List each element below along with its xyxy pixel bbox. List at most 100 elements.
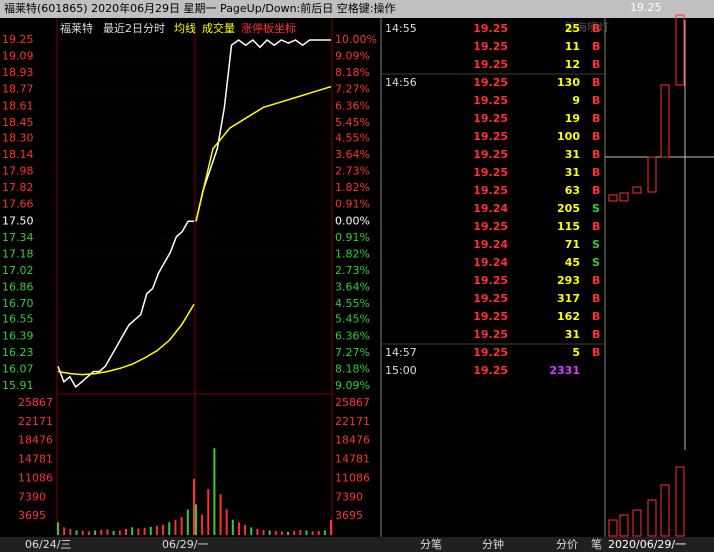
date-label: 06/24/三	[25, 538, 71, 551]
title-bar	[0, 0, 714, 18]
tick-side: B	[592, 220, 600, 233]
tick-price: 19.24	[473, 256, 508, 269]
price-label: 19.25	[2, 33, 34, 46]
pct-label: 1.82%	[335, 181, 370, 194]
tick-time: 14:57	[385, 346, 417, 359]
bottom-bar	[0, 537, 714, 552]
legend-name: 福莱特	[60, 21, 93, 35]
volume-label: 7390	[335, 490, 363, 503]
volume-label: 25867	[335, 396, 370, 409]
tick-volume: 317	[557, 292, 580, 305]
tab[interactable]: 分钟	[482, 537, 504, 551]
tick-side: B	[592, 76, 600, 89]
price-label: 17.34	[2, 231, 34, 244]
volume-label: 14781	[335, 453, 370, 466]
price-label: 16.23	[2, 346, 34, 359]
volume-label: 11086	[335, 471, 370, 484]
pct-label: 0.91%	[335, 231, 370, 244]
mini-high: 19.25	[630, 1, 662, 14]
price-label: 18.93	[2, 66, 34, 79]
mini-date: 2020/06/29/一	[608, 538, 686, 551]
price-label: 16.39	[2, 329, 34, 342]
price-label: 15.91	[2, 379, 34, 392]
price-label: 16.86	[2, 281, 34, 294]
tick-volume: 162	[557, 310, 580, 323]
legend-limit: 涨停板坐标	[241, 21, 296, 35]
pct-label: 9.09%	[335, 379, 370, 392]
price-label: 17.82	[2, 181, 34, 194]
volume-label: 18476	[18, 434, 53, 447]
tick-volume: 130	[557, 76, 580, 89]
price-label: 17.18	[2, 247, 34, 260]
price-label: 18.77	[2, 83, 34, 96]
pct-label: 0.00%	[335, 214, 370, 227]
pct-label: 6.36%	[335, 329, 370, 342]
price-line	[195, 39, 331, 222]
pct-label: 2.73%	[335, 264, 370, 277]
volume-label: 3695	[335, 509, 363, 522]
tick-volume: 293	[557, 274, 580, 287]
tick-volume: 100	[557, 130, 580, 143]
pct-label: 9.09%	[335, 50, 370, 63]
volume-label: 22171	[18, 415, 53, 428]
tick-side: B	[592, 166, 600, 179]
tick-volume: 115	[557, 220, 580, 233]
price-label: 18.61	[2, 99, 34, 112]
tab[interactable]: 笔	[591, 537, 602, 551]
pct-label: 8.18%	[335, 362, 370, 375]
tick-time: 14:55	[385, 22, 417, 35]
tick-side: B	[592, 94, 600, 107]
tick-price: 19.25	[473, 40, 508, 53]
tick-time: 14:56	[385, 76, 417, 89]
pct-label: 3.64%	[335, 148, 370, 161]
price-label: 19.09	[2, 50, 34, 63]
tick-side: B	[592, 346, 600, 359]
tick-side: B	[592, 274, 600, 287]
volume-label: 11086	[18, 471, 53, 484]
tick-volume: 205	[557, 202, 580, 215]
avg-line	[195, 85, 332, 222]
tick-price: 19.25	[473, 58, 508, 71]
tick-side: B	[592, 292, 600, 305]
volume-label: 3695	[18, 509, 46, 522]
price-label: 17.66	[2, 198, 34, 211]
tick-side: S	[592, 238, 600, 251]
tick-price: 19.25	[473, 346, 508, 359]
price-label: 18.45	[2, 116, 34, 129]
volume-label: 25867	[18, 396, 53, 409]
avg-line	[57, 303, 195, 376]
pct-label: 5.45%	[335, 313, 370, 326]
price-label: 16.07	[2, 362, 34, 375]
mini-candles	[608, 14, 685, 537]
tick-price: 19.25	[473, 364, 508, 377]
tick-price: 19.25	[473, 310, 508, 323]
tick-side: S	[592, 202, 600, 215]
tick-price: 19.25	[473, 76, 508, 89]
tick-side: B	[592, 22, 600, 35]
price-label: 17.98	[2, 165, 34, 178]
tab[interactable]: 分价	[556, 538, 578, 551]
tick-price: 19.25	[473, 274, 508, 287]
price-label: 16.70	[2, 297, 34, 310]
tick-volume: 45	[565, 256, 580, 269]
pct-label: 1.82%	[335, 247, 370, 260]
tick-volume: 63	[565, 184, 580, 197]
tick-price: 19.25	[473, 130, 508, 143]
tick-volume: 12	[565, 58, 580, 71]
pct-label: 3.64%	[335, 281, 370, 294]
volume-label: 18476	[335, 434, 370, 447]
tick-side: B	[592, 130, 600, 143]
legend-volume: 成交量	[202, 21, 235, 35]
tick-side: S	[592, 256, 600, 269]
pct-label: 2.73%	[335, 165, 370, 178]
tick-price: 19.24	[473, 202, 508, 215]
tick-volume: 19	[565, 112, 580, 125]
tick-side: B	[592, 112, 600, 125]
volume-label: 22171	[335, 415, 370, 428]
tick-volume: 2331	[549, 364, 580, 377]
price-label: 17.02	[2, 264, 34, 277]
pct-label: 7.27%	[335, 83, 370, 96]
tab[interactable]: 分笔	[420, 537, 442, 551]
tick-price: 19.25	[473, 292, 508, 305]
